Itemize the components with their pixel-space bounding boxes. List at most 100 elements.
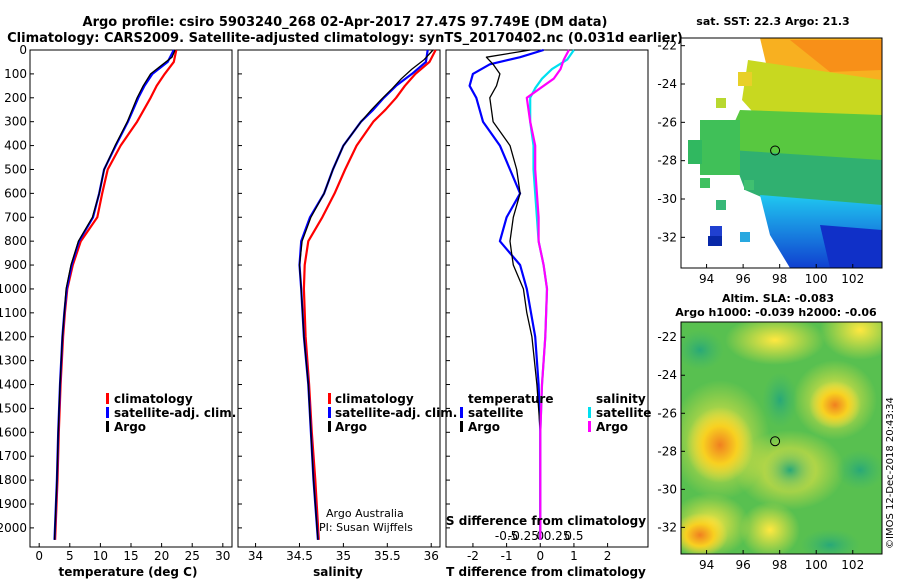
s-diff-tick-label: -0.25 — [508, 529, 539, 543]
map-x-tick-label: 96 — [735, 272, 750, 286]
legend-climatology-label: climatology — [335, 392, 414, 406]
y-tick-label: 1300 — [0, 354, 27, 368]
difference-top-label: S difference from climatology — [446, 514, 646, 528]
map-x-tick-label: 94 — [699, 558, 714, 572]
credit-line-1: Argo Australia — [326, 507, 404, 520]
map-y-tick-label: -26 — [657, 115, 677, 129]
y-tick-label: 700 — [4, 210, 27, 224]
legend-argo-swatch — [328, 421, 331, 432]
legend-argo-swatch — [106, 421, 109, 432]
sst-map-title: sat. SST: 22.3 Argo: 21.3 — [696, 15, 849, 28]
s-diff-tick-label: -0.5 — [495, 529, 518, 543]
series-line-s-satellite — [529, 49, 575, 540]
sla-float-marker — [770, 436, 781, 447]
y-tick-label: 200 — [4, 91, 27, 105]
legend-temperature-title: temperature — [468, 392, 553, 406]
legend-satellite-swatch — [106, 407, 109, 418]
difference-legend: temperature salinity satellite Argo sate… — [460, 392, 651, 434]
temperature-legend: climatology satellite-adj. clim. Argo — [106, 392, 236, 434]
series-line-s-argo — [525, 49, 570, 540]
y-tick-label: 1700 — [0, 449, 27, 463]
temperature-xlabel: temperature (deg C) — [59, 565, 198, 579]
legend-climatology-swatch — [106, 393, 109, 404]
x-tick-label: 34 — [248, 549, 263, 563]
map-x-tick-label: 94 — [699, 272, 714, 286]
y-tick-label: 600 — [4, 186, 27, 200]
series-line-satellite-adj-clim- — [298, 49, 429, 540]
temperature-panel: 0100200300400500600700800900100011001200… — [0, 43, 233, 563]
sla-map-title-2: Argo h1000: -0.039 h2000: -0.06 — [675, 306, 877, 319]
map-x-tick-label: 96 — [735, 558, 750, 572]
map-x-tick-label: 100 — [805, 558, 828, 572]
sst-map-frame — [680, 37, 883, 269]
y-tick-label: 900 — [4, 258, 27, 272]
legend-satellite-swatch — [328, 407, 331, 418]
legend-argo-label: Argo — [335, 420, 367, 434]
y-tick-label: 2000 — [0, 521, 27, 535]
y-tick-label: 1000 — [0, 282, 27, 296]
series-line-satellite-adj-clim- — [53, 49, 175, 540]
x-tick-label: 0 — [35, 549, 43, 563]
legend-t-satellite-label: satellite — [468, 406, 523, 420]
y-tick-label: 1800 — [0, 473, 27, 487]
legend-t-argo-label: Argo — [468, 420, 500, 434]
map-y-tick-label: -30 — [657, 482, 677, 496]
sla-map: Altim. SLA: -0.083 Argo h1000: -0.039 h2… — [657, 292, 883, 572]
legend-s-argo-swatch — [588, 421, 591, 432]
series-line-argo — [53, 49, 176, 540]
legend-s-satellite-label: satellite — [596, 406, 651, 420]
y-tick-label: 100 — [4, 67, 27, 81]
map-y-tick-label: -26 — [657, 406, 677, 420]
series-line-t-satellite — [468, 48, 544, 540]
salinity-panel: 34 34.5 35 35.5 36 — [237, 49, 441, 563]
map-x-tick-label: 102 — [841, 272, 864, 286]
y-tick-label: 1100 — [0, 306, 27, 320]
legend-s-satellite-swatch — [588, 407, 591, 418]
legend-climatology-label: climatology — [114, 392, 193, 406]
legend-salinity-title: salinity — [596, 392, 646, 406]
y-tick-label: 300 — [4, 115, 27, 129]
x-tick-label: -1 — [501, 549, 513, 563]
x-tick-label: 1 — [570, 549, 578, 563]
title-line-1: Argo profile: csiro 5903240_268 02-Apr-2… — [83, 15, 608, 30]
s-diff-tick-label: 0.5 — [564, 529, 583, 543]
y-tick-label: 800 — [4, 234, 27, 248]
y-tick-label: 1900 — [0, 497, 27, 511]
y-tick-label: 1400 — [0, 378, 27, 392]
legend-satellite-label: satellite-adj. clim. — [114, 406, 236, 420]
map-y-tick-label: -28 — [657, 154, 677, 168]
y-tick-label: 1600 — [0, 425, 27, 439]
difference-xlabel: T difference from climatology — [446, 565, 646, 579]
map-x-tick-label: 102 — [841, 558, 864, 572]
x-tick-label: 36 — [424, 549, 439, 563]
series-line-climatology — [302, 49, 437, 540]
x-tick-label: 15 — [123, 549, 138, 563]
map-x-tick-label: 98 — [772, 558, 787, 572]
x-tick-label: 35.5 — [374, 549, 401, 563]
imos-timestamp: ©IMOS 12-Dec-2018 20:43:34 — [885, 397, 896, 549]
legend-t-satellite-swatch — [460, 407, 463, 418]
map-y-tick-label: -24 — [657, 77, 677, 91]
plot-frame — [237, 49, 441, 548]
x-tick-label: 0 — [536, 549, 544, 563]
sst-float-marker — [770, 145, 781, 156]
y-tick-label: 1200 — [0, 330, 27, 344]
salinity-legend: climatology satellite-adj. clim. Argo — [328, 392, 457, 434]
difference-panel: -2 -1 0 1 2-0.5-0.250 0.250.5 — [445, 48, 649, 563]
map-y-tick-label: -24 — [657, 368, 677, 382]
legend-satellite-label: satellite-adj. clim. — [335, 406, 457, 420]
legend-argo-label: Argo — [114, 420, 146, 434]
series-line-t-argo — [485, 49, 541, 540]
map-y-tick-label: -22 — [657, 330, 677, 344]
plot-frame — [29, 49, 233, 548]
sla-map-frame — [680, 321, 883, 555]
x-tick-label: 34.5 — [286, 549, 313, 563]
x-tick-label: 5 — [66, 549, 74, 563]
salinity-xlabel: salinity — [313, 565, 363, 579]
s-diff-tick-label: 0.25 — [544, 529, 571, 543]
x-tick-label: -2 — [467, 549, 479, 563]
plot-frame — [445, 49, 649, 548]
series-line-climatology — [54, 49, 178, 540]
sst-map-field — [681, 38, 882, 268]
